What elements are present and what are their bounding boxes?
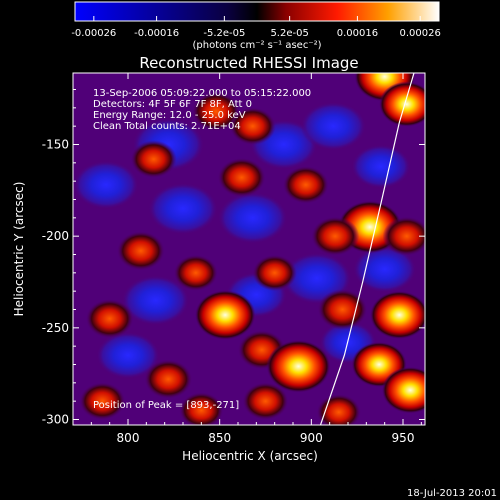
y-tick-label: -200 <box>42 229 69 243</box>
positive-flux-source <box>173 254 219 292</box>
x-tick-label: 950 <box>392 431 415 445</box>
positive-flux-source <box>282 165 330 204</box>
positive-flux-source <box>85 298 134 339</box>
x-axis-ticks: 800 850 900 950 <box>90 73 422 445</box>
positive-flux-source <box>311 216 360 256</box>
negative-flux-region <box>148 182 218 235</box>
positive-flux-source <box>378 81 425 127</box>
colorbar-tick-label: -0.00016 <box>134 28 179 39</box>
positive-flux-source <box>252 254 297 292</box>
positive-flux-source <box>116 231 165 271</box>
positive-flux-source <box>144 359 193 399</box>
solar-limb-line <box>319 73 415 425</box>
positive-flux-source <box>316 393 362 425</box>
positive-flux-source <box>179 392 224 425</box>
y-tick-label: -300 <box>42 413 69 427</box>
y-tick-label: -250 <box>42 321 69 335</box>
plot-frame <box>72 72 426 426</box>
colorbar-tick-label: 5.2e-05 <box>270 28 308 39</box>
positive-flux-source <box>266 339 331 393</box>
chart-title: Reconstructed RHESSI Image <box>139 54 358 72</box>
x-tick-label: 850 <box>208 431 231 445</box>
positive-flux-source <box>79 382 126 421</box>
info-time-range: 13-Sep-2006 05:09:22.000 to 05:15:22.000 <box>93 88 311 99</box>
negative-flux-region <box>351 144 411 189</box>
colorbar-tick-label: 0.00026 <box>399 28 440 39</box>
negative-flux-region <box>96 331 160 379</box>
info-method-counts: Clean Total counts: 2.71E+04 <box>93 121 241 132</box>
footer-timestamp: 18-Jul-2013 20:01 <box>407 488 497 499</box>
colorbar: -0.00026 -0.00016 -5.2e-05 5.2e-05 0.00016 0.… <box>71 1 441 51</box>
peak-position-label: Position of Peak = [893,-271] <box>93 400 239 411</box>
positive-flux-source <box>194 290 256 340</box>
positive-flux-source <box>381 366 425 414</box>
y-tick-label: -150 <box>42 138 69 152</box>
positive-flux-source <box>369 290 425 340</box>
positive-flux-source <box>242 382 289 421</box>
info-detectors: Detectors: 4F 5F 6F 7F 8F, Att 0 <box>93 99 252 110</box>
positive-flux-source <box>130 140 177 179</box>
positive-flux-source <box>229 107 276 146</box>
positive-flux-source <box>217 157 266 198</box>
colorbar-tick-label: -5.2e-05 <box>203 28 245 39</box>
colorbar-units: (photons cm⁻² s⁻¹ asec⁻²) <box>192 40 321 51</box>
positive-flux-source <box>317 289 368 330</box>
negative-flux-region <box>73 160 139 209</box>
positive-flux-source <box>191 91 241 132</box>
positive-flux-source <box>382 216 425 256</box>
colorbar-gradient <box>74 1 440 22</box>
info-energy-range: Energy Range: 12.0 - 25.0 keV <box>93 110 246 121</box>
x-tick-label: 800 <box>117 431 140 445</box>
y-axis-ticks: -150 -200 -250 -300 <box>42 89 425 427</box>
negative-flux-region <box>300 102 367 151</box>
y-axis-label: Heliocentric Y (arcsec) <box>12 182 26 317</box>
x-axis-label: Heliocentric X (arcsec) <box>182 449 318 463</box>
emission-map <box>73 73 425 425</box>
x-tick-label: 900 <box>300 431 323 445</box>
colorbar-tick-label: 0.00016 <box>337 28 378 39</box>
negative-flux-region <box>121 275 190 326</box>
negative-flux-region <box>217 192 288 244</box>
plot-area: 800 850 900 950 -150 -200 -250 -300 13-Sep-200… <box>42 72 426 445</box>
colorbar-tick-label: -0.00026 <box>71 28 116 39</box>
